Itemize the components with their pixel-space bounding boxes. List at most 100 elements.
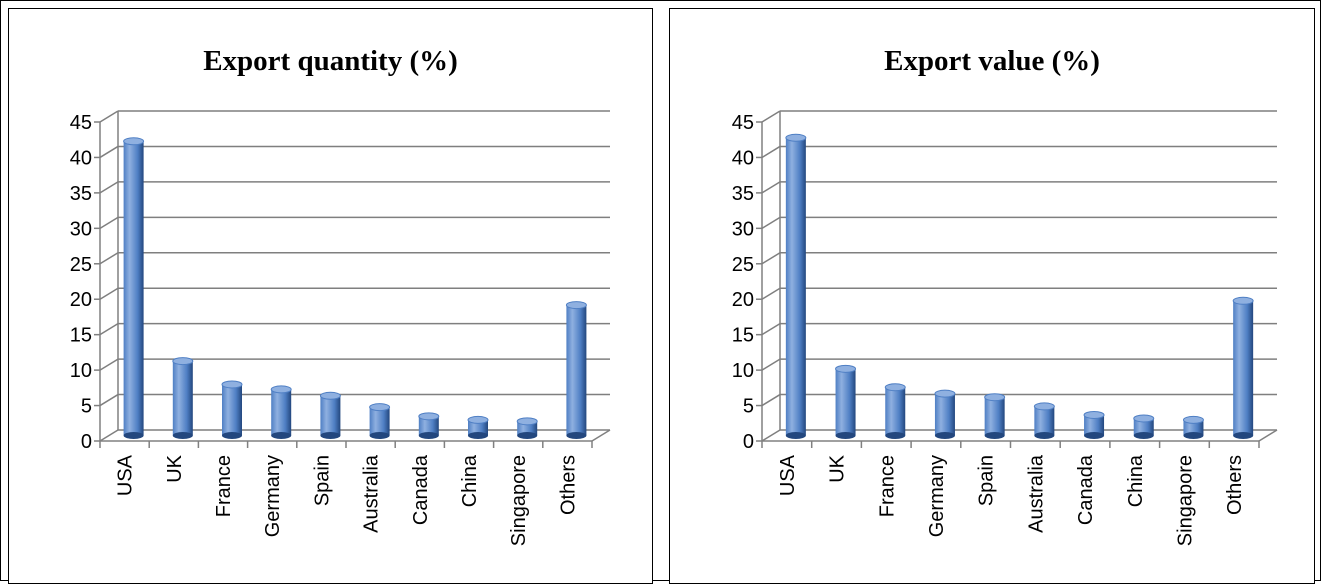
bar-base — [1133, 432, 1154, 439]
gridline-depth — [99, 429, 119, 442]
floor-edge — [591, 429, 611, 442]
bar-base — [835, 432, 856, 439]
bar-body — [222, 384, 242, 436]
bar-body — [1084, 414, 1105, 436]
bar — [221, 380, 243, 439]
bar-top — [123, 137, 145, 146]
y-tick-label: 30 — [732, 218, 754, 240]
bar-base — [172, 432, 193, 439]
bar-top — [467, 415, 489, 424]
gridline-depth — [99, 110, 119, 123]
bar-body — [885, 387, 906, 436]
x-category-label: Australia — [361, 454, 383, 533]
bar — [467, 415, 489, 439]
x-category-label: Germany — [262, 455, 284, 537]
chart-title: Export value (%) — [884, 45, 1100, 77]
bar-top — [1133, 414, 1155, 423]
x-category-label: Others — [1224, 455, 1246, 515]
gridline-depth — [99, 393, 119, 407]
gridline-depth — [99, 145, 119, 159]
bar-top — [1232, 296, 1254, 305]
x-category-label: Canada — [410, 454, 432, 525]
bar — [1083, 410, 1105, 439]
bar-top — [884, 383, 906, 392]
bar — [172, 357, 194, 439]
bar — [1133, 414, 1155, 439]
x-category-label: USA — [115, 454, 137, 496]
y-tick-label: 45 — [732, 112, 754, 134]
export-quantity-chart: 0 5 10 15 20 25 30 35 40 45 USA UK France Germany Spai… — [70, 110, 611, 546]
bar-top — [270, 385, 292, 394]
bar-base — [1034, 432, 1055, 439]
gridline-depth — [99, 181, 119, 194]
bar-base — [369, 432, 390, 439]
bar — [516, 417, 538, 439]
y-tick-label: 40 — [70, 147, 92, 169]
bar-top — [418, 412, 440, 421]
gridline-depth — [761, 358, 781, 371]
x-category-label: Australia — [1025, 454, 1047, 533]
bar — [1182, 415, 1204, 439]
bar-body — [1034, 406, 1055, 436]
bar-top — [172, 357, 194, 366]
x-category-label: France — [213, 455, 235, 517]
bar-body — [418, 416, 439, 436]
x-category-label: Germany — [926, 455, 948, 537]
gridline-depth — [761, 181, 781, 194]
x-category-label: China — [1125, 454, 1147, 507]
x-category-label: Canada — [1075, 454, 1097, 525]
bar-base — [468, 432, 488, 439]
y-tick-label: 5 — [743, 396, 754, 418]
bar — [418, 412, 440, 439]
bar-body — [320, 395, 341, 436]
bar-base — [1233, 432, 1254, 439]
bar-top — [1083, 410, 1105, 419]
bar-body — [984, 397, 1005, 436]
gridline-depth — [99, 323, 119, 336]
x-category-label: Spain — [311, 455, 333, 506]
bar — [835, 364, 857, 439]
x-category-label: USA — [777, 454, 799, 496]
bar-base — [222, 432, 242, 439]
y-tick-label: 5 — [81, 396, 92, 418]
bar-body — [172, 361, 193, 436]
bar-top — [934, 389, 956, 398]
export-value-chart: 0 5 10 15 20 25 30 35 40 45 USA UK France Germany Spai… — [732, 110, 1278, 546]
bar-body — [123, 141, 144, 436]
bar-base — [566, 432, 587, 439]
x-category-label: Others — [557, 455, 579, 515]
bar-top — [369, 403, 391, 412]
bar-base — [517, 432, 538, 439]
gridline-depth — [761, 110, 781, 123]
bar-top — [785, 133, 807, 142]
bar-base — [984, 432, 1005, 439]
bar — [1033, 402, 1055, 439]
bar — [270, 385, 292, 439]
y-tick-label: 25 — [732, 254, 754, 276]
bar-body — [835, 368, 856, 436]
bar-body — [785, 137, 806, 436]
gridline-depth — [761, 216, 781, 229]
bar — [785, 133, 807, 439]
bar-top — [516, 417, 538, 426]
bar-body — [468, 419, 488, 436]
gridline-depth — [761, 429, 781, 442]
bar — [984, 393, 1006, 439]
chart-title: Export quantity (%) — [203, 45, 458, 77]
bar-base — [785, 432, 806, 439]
y-tick-label: 0 — [743, 431, 754, 453]
y-tick-label: 15 — [732, 325, 754, 347]
gridline-depth — [761, 287, 781, 300]
x-category-label: UK — [827, 454, 849, 482]
x-category-label: UK — [164, 454, 186, 482]
gridline-depth — [99, 358, 119, 371]
bar-base — [934, 432, 955, 439]
bar — [1232, 296, 1254, 439]
bar-top — [319, 391, 341, 400]
bar-top — [565, 301, 587, 310]
y-tick-label: 10 — [70, 360, 92, 382]
bar — [884, 383, 906, 439]
floor-edge — [1258, 429, 1278, 442]
bar-top — [221, 380, 243, 389]
gridline-depth — [761, 323, 781, 336]
